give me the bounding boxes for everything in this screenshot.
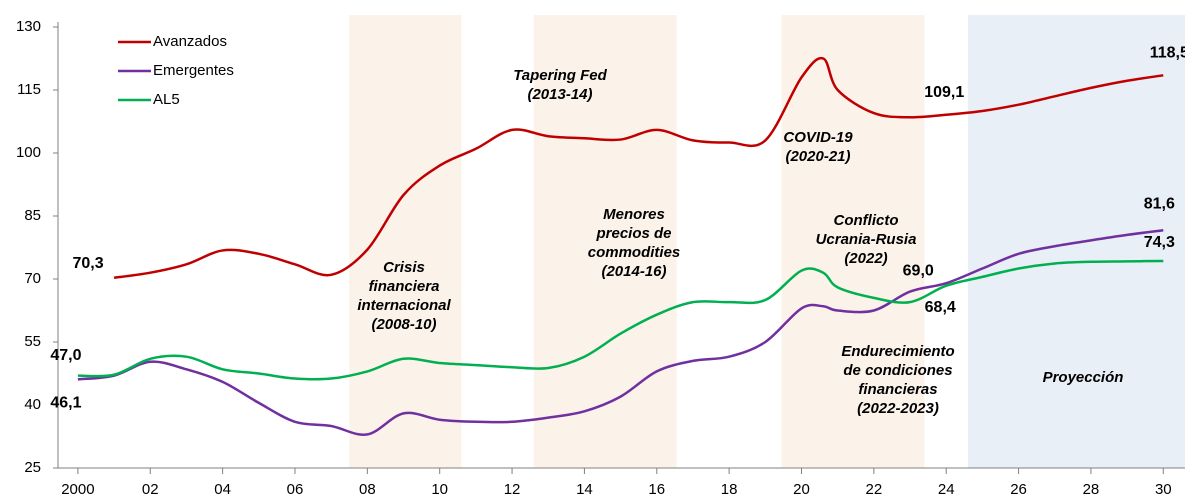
annotation: (2022-2023) <box>857 400 939 417</box>
annotation: Endurecimiento <box>841 343 954 360</box>
annotation: financieras <box>858 381 937 398</box>
shaded-period <box>349 15 462 468</box>
annotation: internacional <box>357 297 451 314</box>
annotation: precios de <box>595 225 671 242</box>
annotation: (2008-10) <box>371 316 436 333</box>
annotation: Conflicto <box>834 212 899 229</box>
x-tick-label: 14 <box>576 481 593 498</box>
legend-label: Avanzados <box>153 33 227 50</box>
value-label: 68,4 <box>925 299 956 316</box>
y-tick-label: 70 <box>24 270 41 287</box>
value-label: 70,3 <box>73 255 104 272</box>
annotation: financiera <box>369 278 440 295</box>
value-label: 47,0 <box>50 347 81 364</box>
x-tick-label: 16 <box>648 481 665 498</box>
shaded-period <box>533 15 677 468</box>
value-label: 118,5 <box>1150 45 1185 62</box>
y-tick-label: 85 <box>24 207 41 224</box>
y-tick-label: 25 <box>24 459 41 476</box>
value-label: 46,1 <box>50 395 81 412</box>
x-tick-label: 28 <box>1083 481 1100 498</box>
series-line <box>113 56 1164 279</box>
x-tick-label: 12 <box>504 481 521 498</box>
annotation: Ucrania-Rusia <box>816 231 917 248</box>
y-tick-label: 130 <box>16 18 41 35</box>
x-tick-label: 18 <box>721 481 738 498</box>
annotation: Menores <box>603 206 665 223</box>
value-label: 109,1 <box>924 84 964 101</box>
annotation: (2020-21) <box>785 148 850 165</box>
x-tick-label: 04 <box>214 481 231 498</box>
y-tick-label: 40 <box>24 396 41 413</box>
value-label: 74,3 <box>1144 234 1175 251</box>
series-line <box>77 259 1164 381</box>
y-tick-label: 100 <box>16 144 41 161</box>
x-tick-label: 20 <box>793 481 810 498</box>
value-label: 81,6 <box>1144 195 1175 212</box>
annotation: (2014-16) <box>601 263 666 280</box>
annotation: de condiciones <box>843 362 952 379</box>
annotation: COVID-19 <box>783 129 853 146</box>
x-tick-label: 06 <box>287 481 304 498</box>
annotation: (2022) <box>844 250 887 267</box>
x-tick-label: 22 <box>866 481 883 498</box>
x-tick-label: 10 <box>431 481 448 498</box>
value-label: 69,0 <box>903 262 934 279</box>
x-tick-label: 08 <box>359 481 376 498</box>
shaded-period <box>781 15 925 468</box>
x-tick-label: 02 <box>142 481 159 498</box>
y-tick-label: 55 <box>24 333 41 350</box>
legend-label: AL5 <box>153 91 180 108</box>
annotation: commodities <box>588 244 681 261</box>
annotation: Crisis <box>383 259 425 276</box>
y-tick-label: 115 <box>17 81 41 98</box>
x-tick-label: 24 <box>938 481 955 498</box>
annotation: Proyección <box>1043 369 1124 386</box>
legend-label: Emergentes <box>153 62 234 79</box>
annotation: Tapering Fed <box>513 67 607 84</box>
series-line <box>77 229 1164 436</box>
x-tick-label: 2000 <box>61 481 94 498</box>
annotation: (2013-14) <box>527 86 592 103</box>
x-tick-label: 30 <box>1155 481 1172 498</box>
x-tick-label: 26 <box>1010 481 1027 498</box>
